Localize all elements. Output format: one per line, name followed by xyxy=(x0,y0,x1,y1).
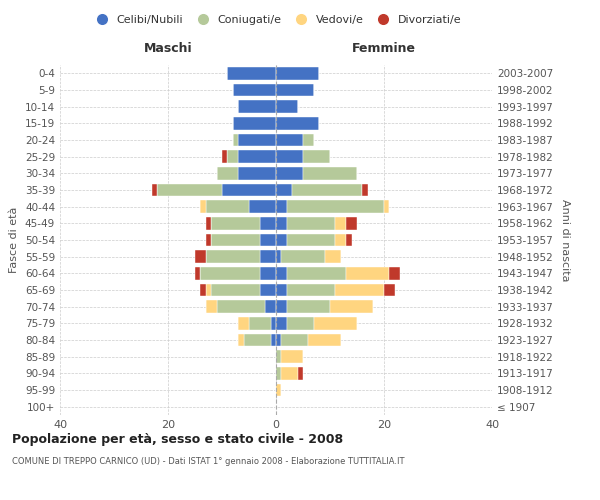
Bar xyxy=(287,284,335,296)
Bar xyxy=(287,317,314,330)
Bar xyxy=(276,217,287,230)
Bar xyxy=(271,334,276,346)
Bar xyxy=(287,267,346,280)
Bar xyxy=(276,200,287,213)
Bar xyxy=(249,317,271,330)
Bar xyxy=(211,217,260,230)
Bar xyxy=(384,200,389,213)
Bar xyxy=(276,167,303,179)
Bar xyxy=(298,367,303,380)
Bar xyxy=(276,84,314,96)
Bar xyxy=(238,167,276,179)
Bar xyxy=(200,267,260,280)
Bar xyxy=(238,317,249,330)
Bar xyxy=(276,134,303,146)
Bar xyxy=(276,250,281,263)
Bar xyxy=(281,250,325,263)
Text: Femmine: Femmine xyxy=(352,42,416,55)
Bar xyxy=(346,267,389,280)
Bar xyxy=(346,217,357,230)
Bar xyxy=(303,134,314,146)
Bar xyxy=(249,200,276,213)
Bar xyxy=(217,300,265,313)
Bar xyxy=(335,217,346,230)
Bar xyxy=(238,100,276,113)
Bar xyxy=(157,184,222,196)
Bar xyxy=(200,200,206,213)
Bar xyxy=(227,67,276,80)
Bar xyxy=(287,300,330,313)
Bar xyxy=(233,117,276,130)
Bar xyxy=(384,284,395,296)
Bar xyxy=(325,250,341,263)
Bar xyxy=(276,150,303,163)
Bar xyxy=(260,217,276,230)
Bar xyxy=(222,184,276,196)
Bar xyxy=(152,184,157,196)
Bar xyxy=(260,267,276,280)
Bar xyxy=(335,234,346,246)
Bar xyxy=(206,284,211,296)
Bar xyxy=(330,300,373,313)
Text: Maschi: Maschi xyxy=(143,42,193,55)
Bar xyxy=(276,317,287,330)
Bar xyxy=(233,84,276,96)
Bar xyxy=(362,184,368,196)
Bar xyxy=(206,300,217,313)
Bar xyxy=(276,350,281,363)
Bar xyxy=(206,234,211,246)
Bar xyxy=(287,234,335,246)
Bar xyxy=(314,317,357,330)
Bar xyxy=(276,67,319,80)
Bar xyxy=(276,234,287,246)
Bar xyxy=(206,217,211,230)
Text: COMUNE DI TREPPO CARNICO (UD) - Dati ISTAT 1° gennaio 2008 - Elaborazione TUTTIT: COMUNE DI TREPPO CARNICO (UD) - Dati IST… xyxy=(12,457,404,466)
Bar xyxy=(287,217,335,230)
Bar xyxy=(238,134,276,146)
Bar xyxy=(281,334,308,346)
Bar xyxy=(276,100,298,113)
Bar xyxy=(271,317,276,330)
Bar xyxy=(292,184,362,196)
Bar xyxy=(200,284,206,296)
Bar xyxy=(276,184,292,196)
Bar xyxy=(276,267,287,280)
Bar xyxy=(260,234,276,246)
Bar xyxy=(195,267,200,280)
Bar xyxy=(303,150,330,163)
Legend: Celibi/Nubili, Coniugati/e, Vedovi/e, Divorziati/e: Celibi/Nubili, Coniugati/e, Vedovi/e, Di… xyxy=(86,10,466,29)
Bar xyxy=(276,300,287,313)
Bar xyxy=(238,150,276,163)
Bar xyxy=(265,300,276,313)
Bar xyxy=(276,284,287,296)
Y-axis label: Fasce di età: Fasce di età xyxy=(10,207,19,273)
Bar xyxy=(346,234,352,246)
Bar xyxy=(276,334,281,346)
Bar xyxy=(227,150,238,163)
Bar xyxy=(276,117,319,130)
Bar xyxy=(287,200,384,213)
Bar xyxy=(244,334,271,346)
Bar xyxy=(303,167,357,179)
Bar xyxy=(276,384,281,396)
Bar xyxy=(211,234,260,246)
Y-axis label: Anni di nascita: Anni di nascita xyxy=(560,198,570,281)
Bar xyxy=(211,284,260,296)
Bar xyxy=(335,284,384,296)
Bar xyxy=(195,250,206,263)
Bar xyxy=(308,334,341,346)
Bar xyxy=(206,250,260,263)
Bar xyxy=(260,250,276,263)
Bar xyxy=(281,350,303,363)
Bar xyxy=(281,367,298,380)
Bar xyxy=(222,150,227,163)
Bar xyxy=(260,284,276,296)
Bar xyxy=(238,334,244,346)
Bar xyxy=(206,200,249,213)
Bar xyxy=(276,367,281,380)
Text: Popolazione per età, sesso e stato civile - 2008: Popolazione per età, sesso e stato civil… xyxy=(12,432,343,446)
Bar xyxy=(217,167,238,179)
Bar xyxy=(389,267,400,280)
Bar xyxy=(233,134,238,146)
